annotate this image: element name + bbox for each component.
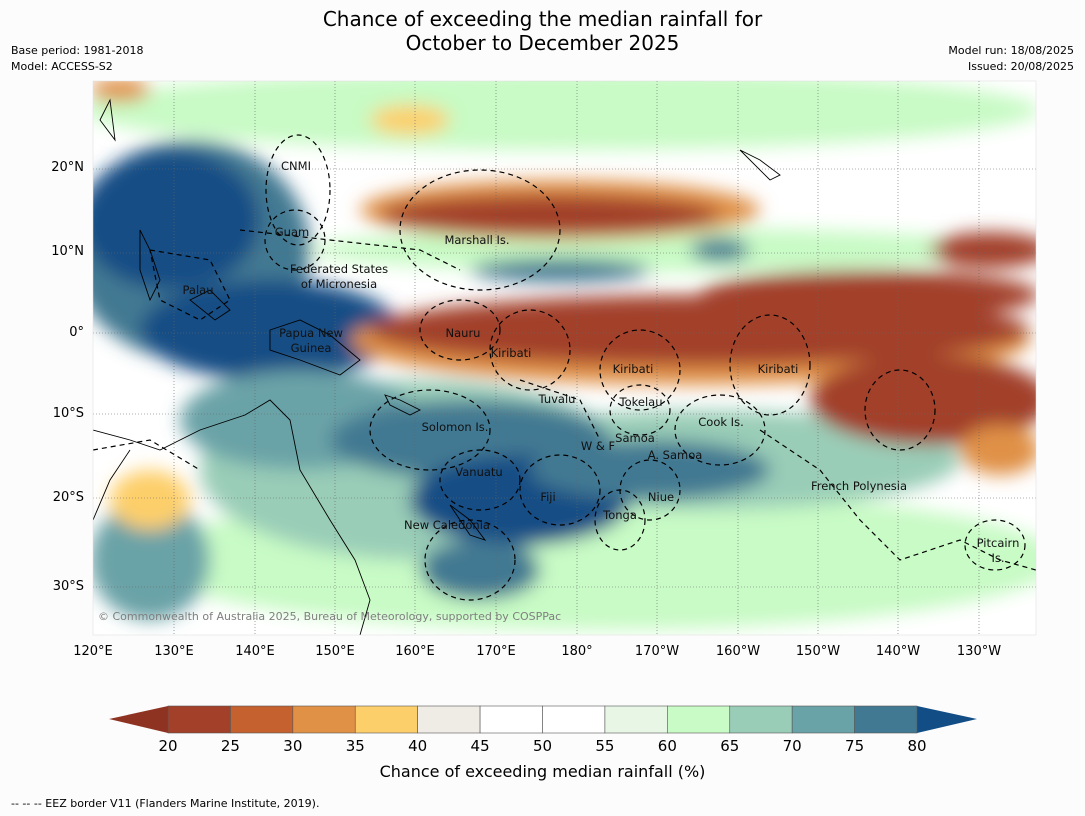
colorbar-segment	[167, 705, 231, 734]
map-title-line2: October to December 2025	[405, 31, 680, 55]
colorbar-segment	[791, 705, 855, 734]
place-label: Papua New	[279, 326, 343, 340]
place-label: New Caledonia	[404, 518, 490, 532]
colorbar-label: Chance of exceeding median rainfall (%)	[379, 762, 706, 781]
graticule	[93, 81, 1036, 635]
model-name: Model: ACCESS-S2	[11, 60, 113, 73]
lon-label: 160°W	[715, 644, 761, 659]
lat-label: 20°S	[52, 490, 84, 505]
colorbar-tick-label: 25	[220, 737, 240, 755]
place-label: Samoa	[615, 431, 655, 445]
colorbar-tick-label: 30	[283, 737, 303, 755]
place-label: Tokelau	[619, 395, 663, 409]
colorbar-tick-label: 65	[720, 737, 740, 755]
colorbar-low-extension	[109, 706, 168, 733]
colorbar-tick-label: 60	[657, 737, 677, 755]
lon-label: 160°E	[395, 644, 435, 659]
colorbar-tick-label: 55	[595, 737, 615, 755]
colorbar-tick-label: 75	[845, 737, 865, 755]
colorbar-tick-label: 50	[532, 737, 553, 755]
place-label: Federated States	[290, 262, 388, 276]
lat-label: 10°S	[52, 406, 84, 421]
lon-label: 130°E	[154, 644, 194, 659]
colorbar-segment	[729, 705, 793, 734]
place-label: Kiribati	[491, 346, 532, 360]
place-label: Niue	[648, 490, 674, 504]
colorbar-tick-label: 20	[158, 737, 178, 755]
lat-label: 10°N	[51, 244, 84, 259]
colorbar-segment	[230, 705, 294, 734]
lat-label: 30°S	[52, 579, 84, 594]
place-label: CNMI	[281, 159, 311, 173]
place-label: Tuvalu	[538, 392, 576, 406]
lon-label: 120°E	[73, 644, 113, 659]
colorbar-tick-label: 35	[345, 737, 365, 755]
place-label: Guam	[275, 225, 309, 239]
place-label: A. Samoa	[648, 448, 703, 462]
colorbar-segment	[479, 705, 543, 734]
place-label: Kiribati	[758, 362, 799, 376]
meta-left: Base period: 1981-2018 Model: ACCESS-S2	[11, 43, 143, 75]
meta-right: Model run: 18/08/2025 Issued: 20/08/2025	[948, 43, 1074, 75]
colorbar-segment	[354, 705, 418, 734]
colorbar-segment	[542, 705, 606, 734]
colorbar-tick-label: 80	[907, 737, 927, 755]
lat-label: 20°N	[51, 160, 84, 175]
model-run: Model run: 18/08/2025	[948, 44, 1074, 57]
place-label: Kiribati	[613, 362, 654, 376]
lon-label: 150°E	[315, 644, 355, 659]
eez-borders	[93, 134, 1036, 601]
place-label: Pitcairn	[977, 536, 1020, 550]
colorbar	[109, 705, 977, 734]
place-label: Cook Is.	[698, 415, 743, 429]
rainfall-field	[93, 81, 1036, 630]
lon-label: 170°W	[634, 644, 680, 659]
map-area: CNMI Guam Marshall Is. Federated States …	[93, 81, 1036, 635]
lon-label: 150°W	[795, 644, 841, 659]
colorbar-segment	[417, 705, 481, 734]
place-label: Tonga	[602, 508, 637, 522]
lon-label: 140°E	[235, 644, 275, 659]
map-frame	[92, 80, 1037, 636]
lon-label: 130°W	[956, 644, 1002, 659]
place-label: of Micronesia	[301, 277, 377, 291]
place-label: Vanuatu	[455, 465, 502, 479]
place-label: Fiji	[540, 490, 555, 504]
colorbar-tick-label: 45	[470, 737, 490, 755]
place-label: Nauru	[446, 326, 481, 340]
colorbar-segment	[854, 705, 918, 734]
lon-label: 180°	[561, 644, 593, 659]
place-label: Solomon Is.	[422, 420, 489, 434]
place-label: Marshall Is.	[444, 233, 509, 247]
colorbar-segment	[667, 705, 731, 734]
base-period: Base period: 1981-2018	[11, 44, 144, 57]
colorbar-tick-label: 40	[408, 737, 428, 755]
lon-label: 170°E	[476, 644, 516, 659]
place-label: Is.	[991, 551, 1004, 565]
place-label: W & F	[581, 439, 615, 453]
place-label: Palau	[183, 283, 214, 297]
colorbar-segment	[292, 705, 356, 734]
lon-label: 140°W	[875, 644, 921, 659]
colorbar-segment	[604, 705, 668, 734]
copyright-notice: © Commonwealth of Australia 2025, Bureau…	[98, 610, 562, 623]
map-title-line1: Chance of exceeding the median rainfall …	[322, 7, 763, 31]
coastlines	[93, 98, 781, 635]
lat-label: 0°	[69, 325, 84, 340]
colorbar-tick-label: 70	[782, 737, 802, 755]
colorbar-high-extension	[917, 706, 977, 733]
place-labels: CNMI Guam Marshall Is. Federated States …	[183, 159, 1020, 565]
place-label: French Polynesia	[811, 479, 907, 493]
footer-note: -- -- -- EEZ border V11 (Flanders Marine…	[11, 797, 320, 810]
place-label: Guinea	[291, 341, 332, 355]
issued-date: Issued: 20/08/2025	[967, 60, 1074, 73]
